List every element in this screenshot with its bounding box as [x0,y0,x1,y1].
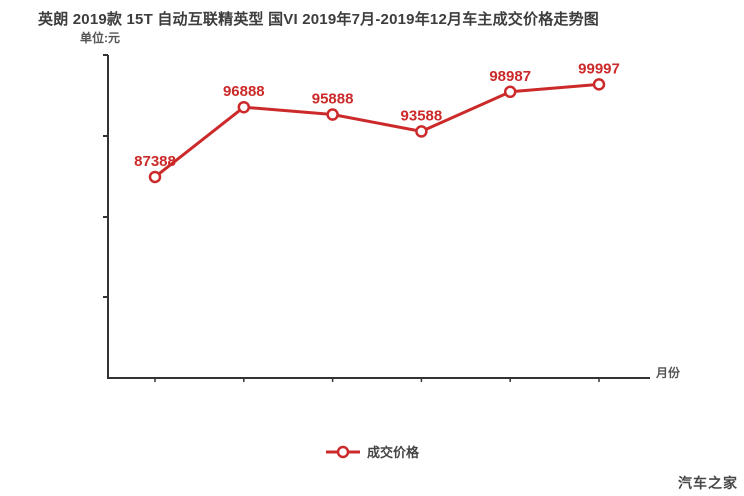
legend-series-label: 成交价格 [366,445,419,460]
data-point-label: 98987 [489,68,531,85]
data-point-marker [148,170,162,184]
data-point-marker [592,78,606,91]
data-point-label: 99997 [578,60,620,77]
legend-line-marker-icon [325,445,360,458]
series-line [154,82,600,179]
data-point-label: 93588 [401,107,443,124]
legend: 成交价格 [0,442,744,461]
data-point-marker [326,108,339,121]
data-point-marker [237,100,251,114]
data-point-label: 95888 [312,91,354,108]
x-axis-label: 月份 [656,366,681,380]
y-axis-unit-label: 单位:元 [80,31,120,45]
data-point-marker [503,85,517,99]
chart-title: 英朗 2019款 15T 自动互联精英型 国VI 2019年7月-2019年12… [38,11,599,28]
data-point-label: 96888 [223,83,265,100]
autohome-watermark: 汽车之家 [678,475,738,491]
data-point-marker [415,125,428,138]
data-point-label: 87388 [134,153,176,170]
